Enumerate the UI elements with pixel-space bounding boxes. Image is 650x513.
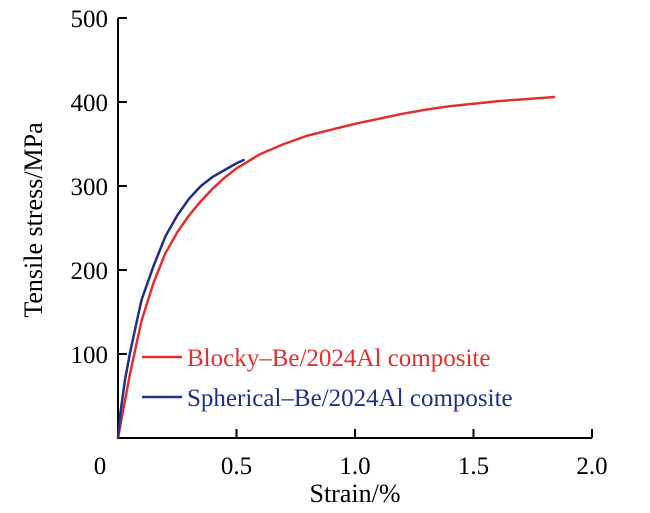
- legend-label-blocky: Blocky–Be/2024Al composite: [187, 345, 490, 372]
- series-layer: [116, 95, 556, 440]
- x-tick-label: 0: [94, 453, 107, 480]
- series-line-blocky: [116, 95, 556, 440]
- x-tick-label: 1.5: [458, 453, 489, 480]
- y-tick-label: 500: [71, 6, 109, 33]
- x-tick-label: 0.5: [221, 453, 252, 480]
- legend-label-spherical: Spherical–Be/2024Al composite: [187, 385, 513, 412]
- y-tick-label: 100: [71, 342, 109, 369]
- y-axis-title: Tensile stress/MPa: [19, 122, 48, 318]
- series-line-spherical: [116, 158, 245, 440]
- y-ticks: 100 200 300 400 500: [71, 6, 127, 369]
- x-ticks: 0 0.5 1.0 1.5 2.0: [94, 429, 608, 480]
- y-tick-label: 300: [71, 174, 109, 201]
- x-tick-label: 1.0: [339, 453, 370, 480]
- y-tick-label: 400: [71, 90, 109, 117]
- axes: [117, 18, 592, 439]
- x-axis-title: Strain/%: [310, 479, 401, 508]
- legend: Blocky–Be/2024Al composite Spherical–Be/…: [142, 345, 513, 412]
- y-tick-label: 200: [71, 258, 109, 285]
- x-tick-label: 2.0: [576, 453, 607, 480]
